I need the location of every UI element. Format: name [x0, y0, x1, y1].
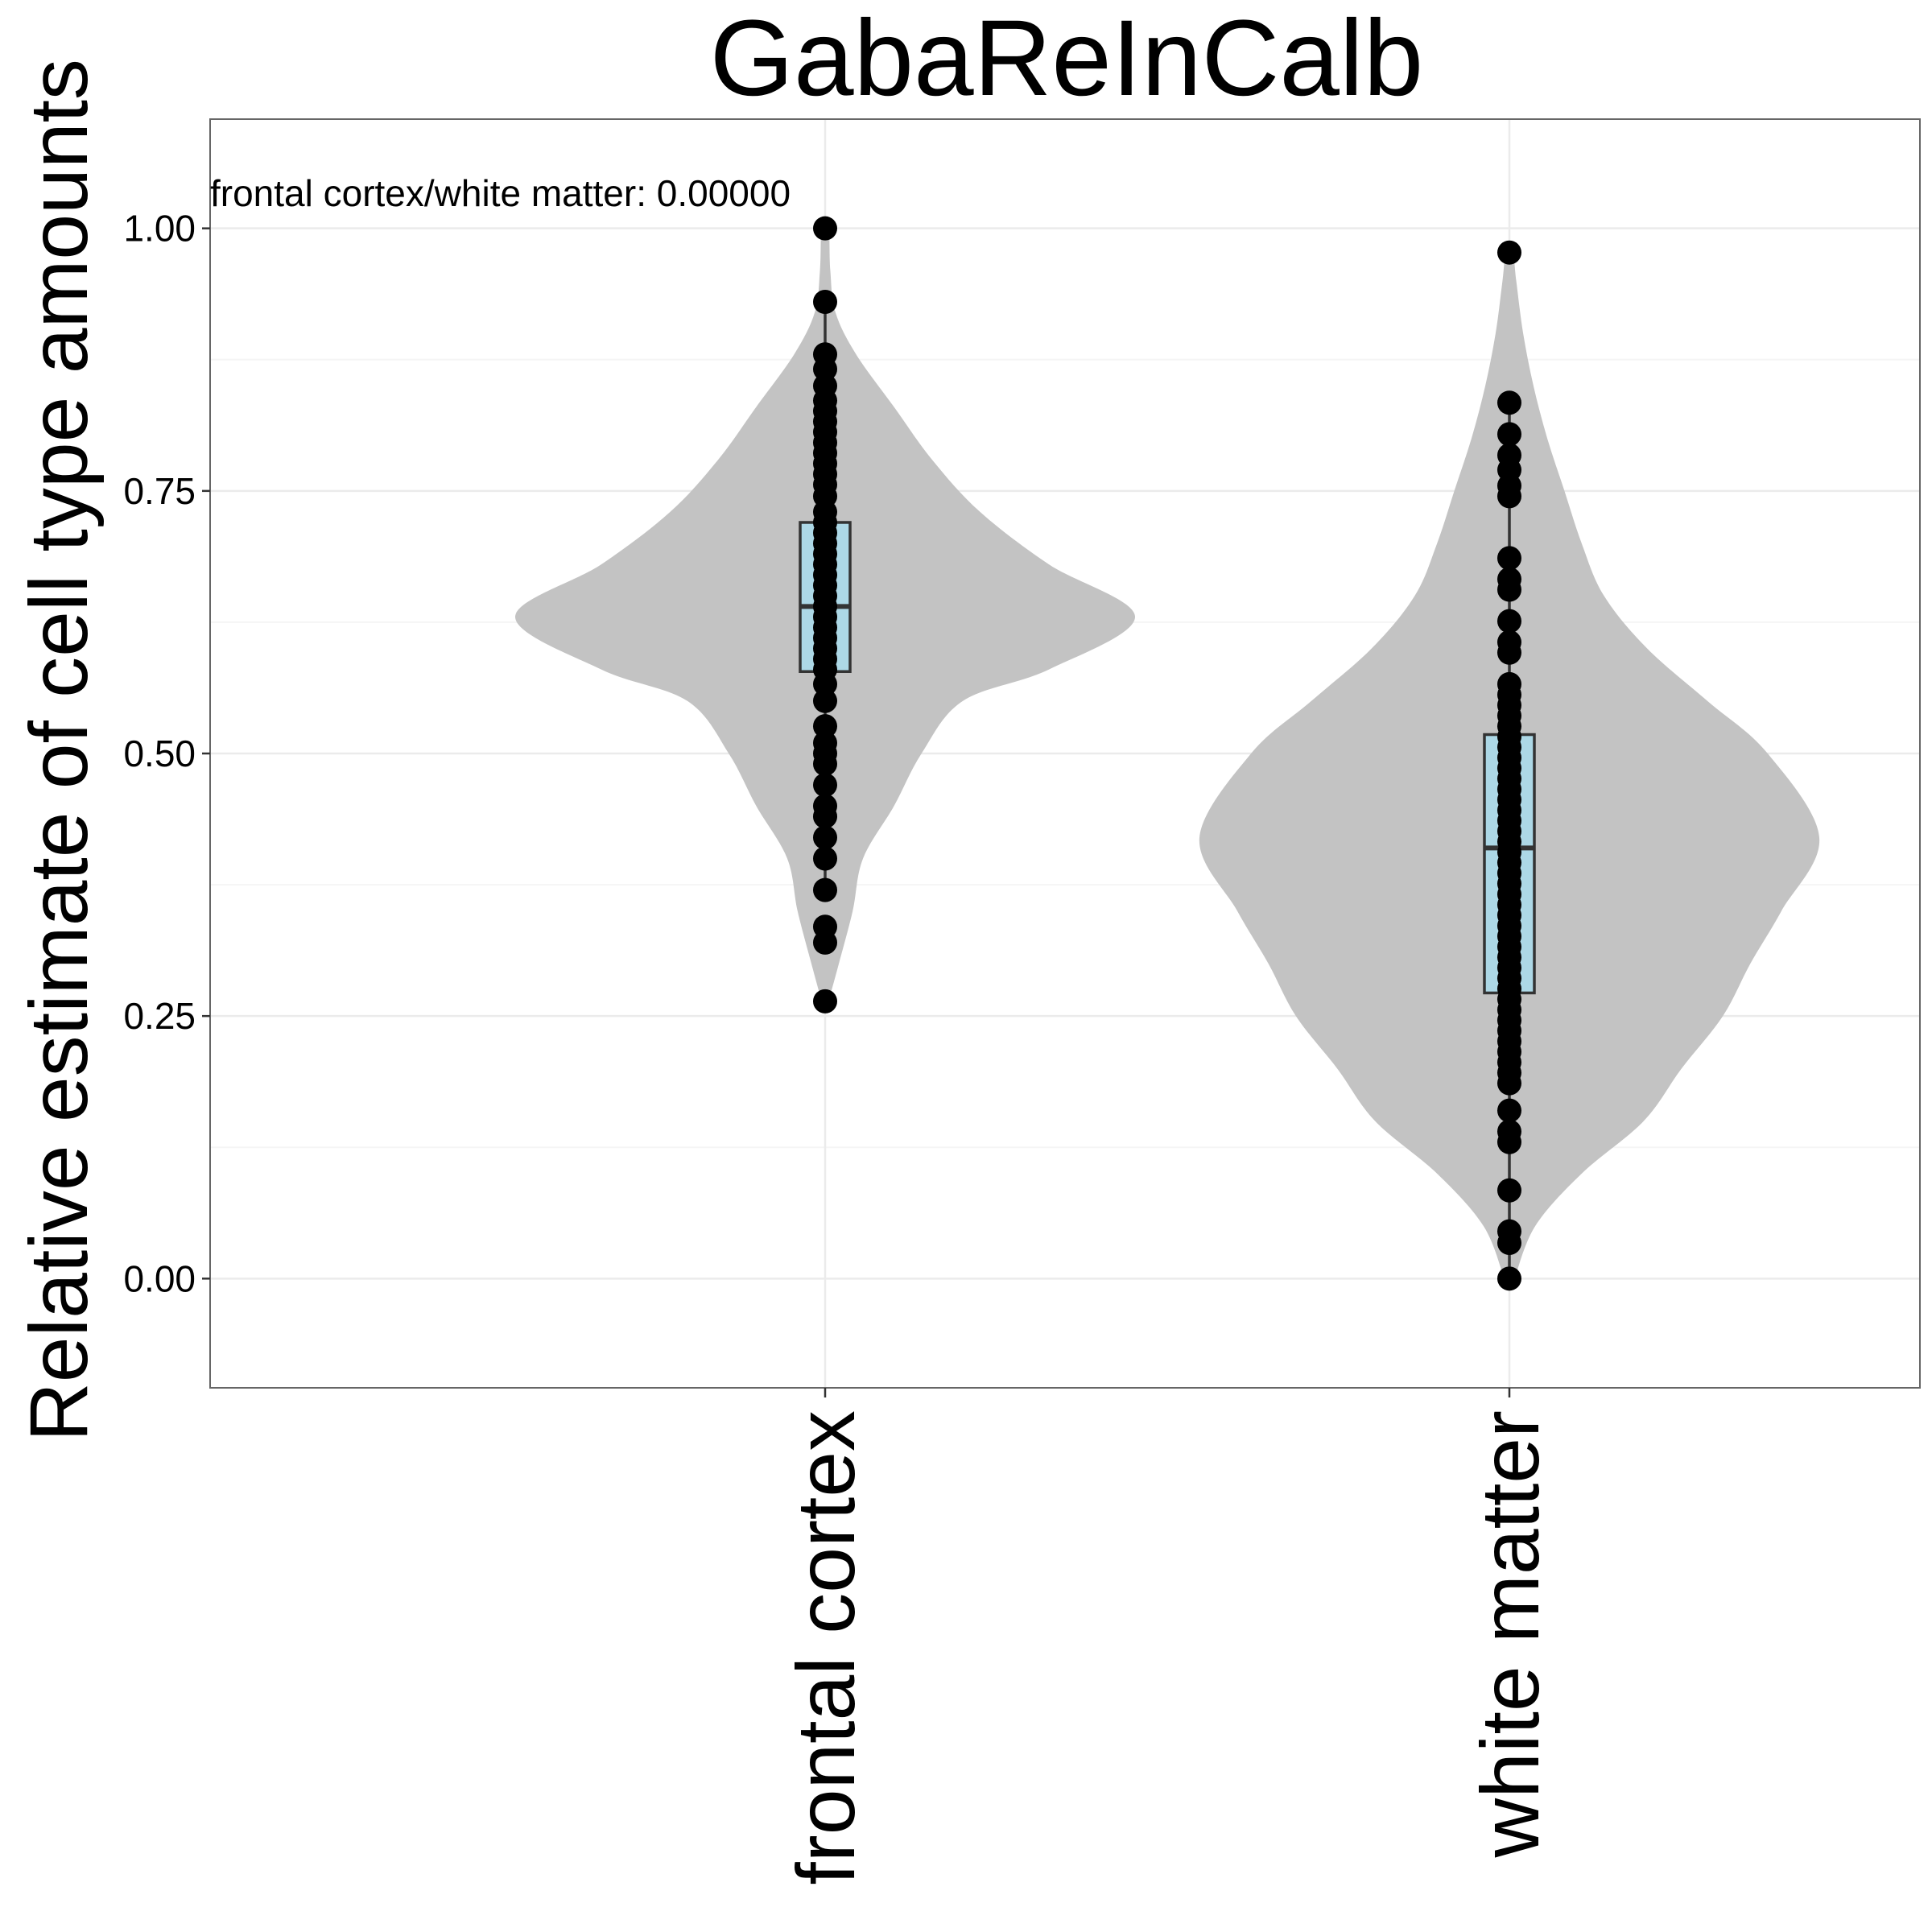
data-point	[1497, 640, 1521, 665]
y-tick-label: 0.25	[123, 995, 196, 1037]
y-tick-label: 0.50	[123, 733, 196, 774]
comparison-annotation: frontal cortex/white matter: 0.00000	[210, 172, 791, 214]
x-tick-label: frontal cortex	[780, 1410, 872, 1885]
data-points	[813, 216, 1521, 1291]
data-point	[813, 773, 837, 798]
data-point	[813, 671, 837, 696]
data-point	[813, 752, 837, 777]
data-point	[1497, 422, 1521, 447]
data-point	[1497, 577, 1521, 602]
data-point	[1497, 1178, 1521, 1203]
y-tick-label: 1.00	[123, 208, 196, 250]
data-point	[813, 357, 837, 382]
x-tick-label: white matter	[1464, 1410, 1556, 1859]
data-point	[813, 714, 837, 739]
data-point	[1497, 240, 1521, 265]
data-point	[1497, 1098, 1521, 1123]
chart-title: GabaReInCalb	[710, 0, 1423, 118]
data-point	[1497, 1129, 1521, 1154]
data-point	[813, 804, 837, 829]
data-point	[1497, 1230, 1521, 1255]
data-point	[813, 216, 837, 241]
data-point	[1497, 1071, 1521, 1096]
axes: 0.00 0.25 0.50 0.75 1.00 frontal cortex white …	[123, 208, 1556, 1885]
violins	[515, 223, 1820, 1279]
data-point	[1497, 609, 1521, 634]
data-point	[1497, 484, 1521, 509]
y-tick-label: 0.75	[123, 470, 196, 512]
data-point	[813, 930, 837, 955]
data-point	[813, 877, 837, 902]
data-point	[813, 846, 837, 871]
data-point	[813, 825, 837, 850]
data-point	[813, 989, 837, 1013]
data-point	[813, 688, 837, 713]
data-point	[1497, 546, 1521, 571]
data-point	[813, 290, 837, 315]
data-point	[1497, 1266, 1521, 1291]
y-tick-label: 0.00	[123, 1257, 196, 1299]
y-axis-label: Relative estimate of cell type amounts	[13, 59, 105, 1442]
data-point	[1497, 390, 1521, 415]
